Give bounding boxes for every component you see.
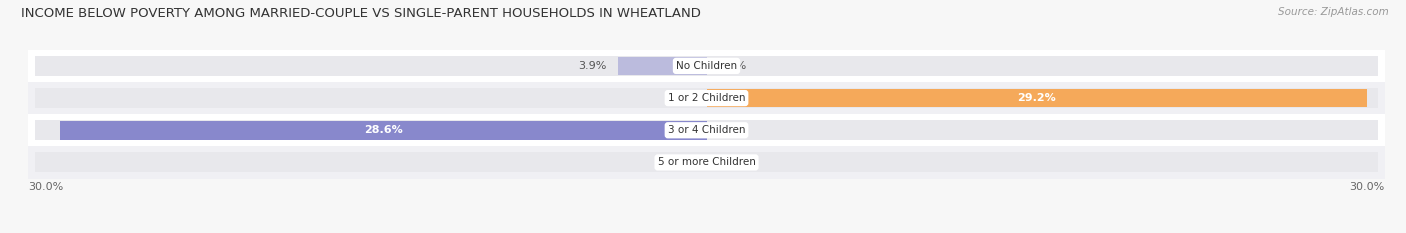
Bar [619, 57, 707, 75]
Text: 28.6%: 28.6% [364, 125, 402, 135]
Bar [35, 88, 1378, 108]
Text: 0.0%: 0.0% [666, 93, 695, 103]
Text: 1 or 2 Children: 1 or 2 Children [668, 93, 745, 103]
Bar [707, 89, 1367, 107]
Text: 3.9%: 3.9% [579, 61, 607, 71]
Bar [28, 50, 1385, 82]
Bar [28, 114, 1385, 146]
Text: 0.0%: 0.0% [718, 61, 747, 71]
Bar [35, 152, 1378, 172]
Text: 5 or more Children: 5 or more Children [658, 158, 755, 168]
Bar [60, 121, 707, 140]
Text: 3 or 4 Children: 3 or 4 Children [668, 125, 745, 135]
Bar [28, 82, 1385, 114]
Text: 0.0%: 0.0% [666, 158, 695, 168]
Text: INCOME BELOW POVERTY AMONG MARRIED-COUPLE VS SINGLE-PARENT HOUSEHOLDS IN WHEATLA: INCOME BELOW POVERTY AMONG MARRIED-COUPL… [21, 7, 702, 20]
Text: No Children: No Children [676, 61, 737, 71]
Text: 30.0%: 30.0% [1350, 182, 1385, 192]
Text: 29.2%: 29.2% [1018, 93, 1056, 103]
Bar [35, 56, 1378, 76]
Bar [35, 120, 1378, 140]
Text: Source: ZipAtlas.com: Source: ZipAtlas.com [1278, 7, 1389, 17]
Text: 0.0%: 0.0% [718, 125, 747, 135]
Text: 0.0%: 0.0% [718, 158, 747, 168]
Text: 30.0%: 30.0% [28, 182, 63, 192]
Bar [28, 146, 1385, 178]
